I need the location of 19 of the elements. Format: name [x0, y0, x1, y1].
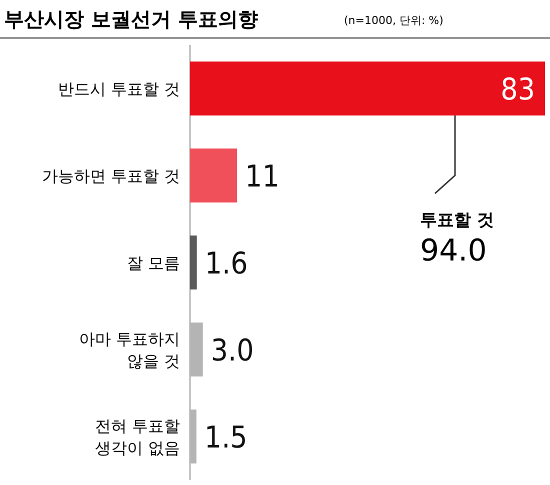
data-label: 3.0: [210, 334, 254, 368]
bar: [190, 236, 197, 290]
y-tick-label: 가능하면 투표할 것: [42, 166, 180, 186]
data-label: 1.6: [204, 246, 248, 282]
data-label: 1.5: [204, 420, 248, 456]
data-label: 11: [245, 160, 280, 194]
bar: [190, 62, 545, 116]
y-tick-label: 잘 모름: [126, 254, 180, 272]
chart-title: 부산시장 보궐선거 투표의향: [4, 7, 258, 31]
annotation: 94.0: [420, 233, 487, 268]
bar: [190, 410, 196, 464]
data-label: 83: [500, 72, 535, 108]
y-tick-label: 전혀 투표할 생각이 없음: [94, 416, 180, 458]
chart-subtitle: (n=1000, 단위: %): [344, 14, 444, 27]
bar: [190, 148, 238, 202]
annotation: 투표할 것: [420, 210, 494, 230]
y-tick-label: 아마 투표하지 않을 것: [78, 330, 180, 370]
y-tick-label: 반드시 투표할 것: [58, 80, 180, 98]
bar: [190, 322, 203, 376]
